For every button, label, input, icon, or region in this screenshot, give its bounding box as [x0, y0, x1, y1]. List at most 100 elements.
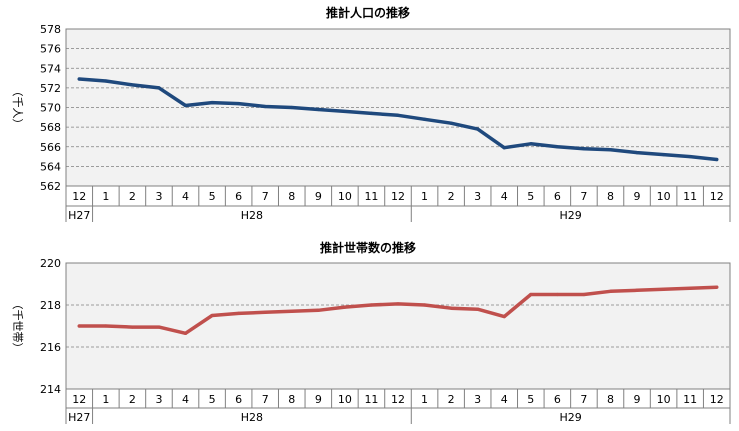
chart1-data-point-18 [555, 145, 559, 149]
chart2-xtick-label-10: 10 [338, 393, 352, 406]
chart1-data-point-24 [715, 157, 719, 162]
chart1-data-point-19 [582, 147, 586, 151]
chart1-data-point-2 [130, 83, 134, 87]
chart2-xtick-label-16: 4 [501, 393, 508, 406]
chart2-data-point-7 [263, 310, 267, 314]
chart1-ylabel: （千人） [11, 86, 24, 130]
chart1-ytick-label-2: 566 [40, 141, 61, 154]
chart2-ytick-label-0: 214 [40, 383, 61, 396]
chart2-xtick-label-18: 6 [554, 393, 561, 406]
chart1-xtick-label-4: 4 [182, 190, 189, 203]
chart2-data-point-15 [476, 307, 480, 311]
chart2-data-point-24 [715, 285, 719, 289]
chart2-data-point-1 [104, 324, 108, 328]
chart2-data-point-5 [210, 313, 214, 318]
chart2-data-point-6 [237, 311, 241, 315]
chart1-data-point-13 [422, 117, 427, 121]
chart2-data-point-3 [157, 325, 161, 329]
chart1-xtick-label-6: 6 [235, 190, 242, 203]
chart1-data-point-6 [237, 101, 241, 106]
chart2-xtick-label-14: 2 [448, 393, 455, 406]
chart2-xtick-label-15: 3 [474, 393, 481, 406]
chart1-xtick-label-23: 11 [683, 190, 697, 203]
chart2-plot-area [66, 263, 730, 389]
chart1-data-point-14 [449, 121, 453, 125]
chart2-data-point-17 [529, 292, 533, 297]
chart1-xtick-label-21: 9 [634, 190, 641, 203]
chart1-data-point-20 [608, 148, 613, 152]
chart1-data-point-11 [369, 111, 374, 115]
chart2-xtick-label-12: 12 [391, 393, 405, 406]
chart1-xtick-label-17: 5 [527, 190, 534, 203]
chart1-ytick-label-7: 576 [40, 43, 61, 56]
chart1-data-point-17 [529, 142, 533, 146]
chart2-year-label-2: H29 [559, 411, 581, 424]
chart1-xtick-label-22: 10 [657, 190, 671, 203]
chart1-ytick-label-8: 578 [40, 23, 61, 36]
chart2-data-point-13 [422, 303, 427, 307]
chart1-year-label-2: H29 [559, 209, 581, 222]
chart2-data-point-23 [688, 286, 692, 290]
chart2-year-label-0: H27 [68, 411, 90, 424]
chart2-xtick-label-6: 6 [235, 393, 242, 406]
chart1-xtick-label-3: 3 [155, 190, 162, 203]
chart1-xtick-label-19: 7 [580, 190, 587, 203]
chart1-ytick-label-4: 570 [40, 102, 61, 115]
chart2-data-point-2 [130, 325, 134, 329]
chart1-ytick-label-3: 568 [40, 121, 61, 134]
chart1-year-label-0: H27 [68, 209, 90, 222]
chart2-title: 推計世帯数の推移 [320, 240, 416, 255]
chart1-xtick-label-11: 11 [364, 190, 378, 203]
chart1-ytick-label-1: 564 [40, 160, 61, 173]
chart2-data-point-10 [343, 305, 347, 309]
chart2-data-point-12 [396, 302, 400, 306]
chart2-data-point-18 [555, 292, 559, 297]
chart2-ytick-label-3: 220 [40, 257, 61, 270]
chart1-data-point-9 [316, 107, 320, 112]
chart1-xtick-label-9: 9 [315, 190, 322, 203]
chart2-xtick-label-11: 11 [364, 393, 378, 406]
chart1-xtick-label-20: 8 [607, 190, 614, 203]
chart1-xtick-label-16: 4 [501, 190, 508, 203]
chart1-plot-border [65, 28, 731, 187]
chart2-data-point-20 [608, 289, 613, 293]
chart1-xtick-label-14: 2 [448, 190, 455, 203]
chart1-xtick-label-8: 8 [288, 190, 295, 203]
chart1-data-point-4 [183, 103, 188, 108]
chart1-ytick-label-5: 572 [40, 82, 61, 95]
chart2-plot-border [65, 262, 731, 390]
chart2-xtick-label-2: 2 [129, 393, 136, 406]
chart1-xtick-label-12: 12 [391, 190, 405, 203]
chart1-xtick-label-7: 7 [262, 190, 269, 203]
chart2-xtick-label-9: 9 [315, 393, 322, 406]
chart1-xtick-label-15: 3 [474, 190, 481, 203]
chart1-xtick-label-13: 1 [421, 190, 428, 203]
chart2-xtick-label-0: 12 [72, 393, 86, 406]
chart1-data-point-21 [635, 151, 639, 155]
chart2-data-point-14 [449, 306, 453, 310]
chart2-data-point-9 [316, 308, 320, 312]
chart2-data-point-11 [369, 303, 374, 307]
chart2-xtick-label-1: 1 [102, 393, 109, 406]
chart1-data-point-16 [502, 146, 506, 150]
chart1-data-point-8 [290, 105, 294, 110]
chart2-xtick-label-5: 5 [209, 393, 216, 406]
chart1-data-point-0 [77, 77, 81, 81]
chart2-xtick-label-4: 4 [182, 393, 189, 406]
chart2-data-point-16 [502, 314, 506, 319]
chart1-data-point-15 [476, 127, 480, 131]
chart2-ylabel: （千世帯） [11, 299, 24, 354]
chart2-data-point-0 [77, 324, 81, 328]
chart1-year-label-1: H28 [241, 209, 263, 222]
chart1-xtick-label-18: 6 [554, 190, 561, 203]
chart1-xtick-label-1: 1 [102, 190, 109, 203]
chart2-xtick-label-21: 9 [634, 393, 641, 406]
chart2-xtick-label-13: 1 [421, 393, 428, 406]
chart2-year-label-1: H28 [241, 411, 263, 424]
chart1-xtick-label-5: 5 [209, 190, 216, 203]
chart1-xtick-label-2: 2 [129, 190, 136, 203]
chart2-xtick-label-7: 7 [262, 393, 269, 406]
chart2-data-point-4 [183, 331, 188, 335]
chart2-xtick-label-8: 8 [288, 393, 295, 406]
